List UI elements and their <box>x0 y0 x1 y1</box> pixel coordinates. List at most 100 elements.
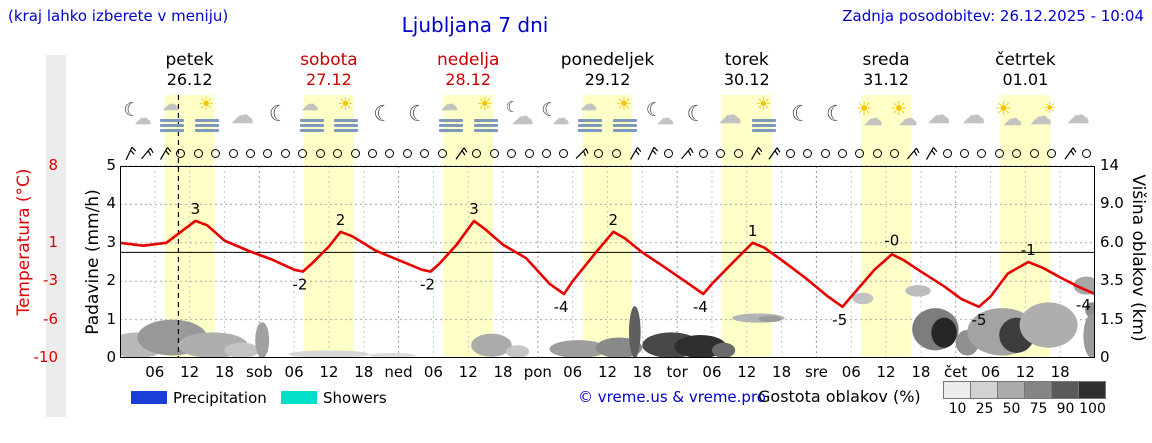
weather-icon-sun-cloud: ☀ ☁ <box>886 99 920 139</box>
wind-calm-icon <box>713 144 729 162</box>
cloud-icon: ☁ <box>580 95 598 115</box>
day-name: petek <box>165 50 214 70</box>
cloud-icon: ☁ <box>927 103 951 129</box>
time-tick-hour: 06 <box>423 363 443 381</box>
credit-link[interactable]: © vreme.us & vreme.pro <box>578 388 766 406</box>
density-swatch <box>997 381 1025 399</box>
time-tick-hour: 06 <box>980 363 1001 381</box>
day-name: sreda <box>862 50 910 70</box>
wind-calm-icon <box>364 144 380 162</box>
wind-calm-icon <box>817 144 833 162</box>
calm-circle <box>385 148 395 158</box>
wind-calm-icon <box>835 144 851 162</box>
density-swatch <box>1078 381 1106 399</box>
wind-calm-icon <box>382 144 398 162</box>
cloud-icon: ☁ <box>1002 108 1022 130</box>
day-date: 30.12 <box>723 70 770 89</box>
calm-circle <box>977 148 987 158</box>
wind-calm-icon <box>852 144 868 162</box>
cloud-icon: ☁ <box>863 108 883 130</box>
calm-circle <box>489 148 499 158</box>
wind-barb-icon <box>156 144 172 162</box>
density-swatch <box>1024 381 1052 399</box>
fog-icon <box>299 117 324 134</box>
precipitation-legend-label: Precipitation <box>173 389 267 407</box>
weather-icon-cloud: ☁ <box>1061 99 1095 139</box>
showers-legend-label: Showers <box>323 389 387 407</box>
precip-tick: 2 <box>106 271 116 290</box>
wind-calm-icon <box>347 144 363 162</box>
wind-barb-icon <box>573 144 589 162</box>
weather-icon-moon-cloud: ☾ ☁ <box>538 99 572 139</box>
calm-circle <box>367 148 377 158</box>
cloud-tick: 9.0 <box>1100 194 1124 213</box>
density-value: 90 <box>1056 401 1075 417</box>
wind-calm-icon <box>974 144 990 162</box>
density-step-100: 100 <box>1078 381 1106 417</box>
wind-calm-icon <box>295 144 311 162</box>
calm-circle <box>611 148 621 158</box>
time-tick-hour: 18 <box>772 363 792 381</box>
sun-icon: ☀ <box>994 98 1012 120</box>
time-tick-hour: 18 <box>354 363 374 381</box>
wind-barb-icon <box>452 144 468 162</box>
day-header-sobota: sobota 27.12 <box>259 50 398 90</box>
day-header-ponedeljek: ponedeljek 29.12 <box>538 50 677 90</box>
day-date: 28.12 <box>445 70 492 89</box>
sun-icon: ☀ <box>855 98 873 120</box>
wind-calm-icon <box>939 144 955 162</box>
wind-calm-icon <box>1009 144 1025 162</box>
fog-icon <box>438 117 463 134</box>
fog-icon <box>160 117 185 134</box>
wind-calm-icon <box>1026 144 1042 162</box>
weather-icon-cloud-sun: ☀ ☁ <box>1026 99 1060 139</box>
wind-barb-icon <box>643 144 659 162</box>
calm-circle <box>890 148 900 158</box>
calm-circle <box>193 148 203 158</box>
cloud-tick: 1.5 <box>1100 309 1124 328</box>
day-header-četrtek: četrtek 01.01 <box>956 50 1095 90</box>
precip-tick: 4 <box>106 194 116 213</box>
day-header-sreda: sreda 31.12 <box>816 50 955 90</box>
precip-tick: 0 <box>106 348 116 366</box>
precipitation-legend-swatch <box>131 391 167 404</box>
weather-icon-fog-sun: ☀ <box>747 96 781 139</box>
cloud-density-scale: 10 25 50 75 90 100 <box>943 381 1106 417</box>
calm-circle <box>437 148 447 158</box>
precip-tick: 1 <box>106 309 116 328</box>
calm-circle <box>1029 148 1039 158</box>
calm-circle <box>820 148 830 158</box>
moon-icon: ☾ <box>645 99 663 121</box>
time-tick-hour: 18 <box>493 363 513 381</box>
moon-icon: ☾ <box>407 102 428 127</box>
time-tick-hour: 18 <box>911 363 931 381</box>
wind-calm-icon <box>730 144 746 162</box>
weather-icon-fog-sun: ☀ <box>608 96 642 139</box>
sun-icon: ☀ <box>1042 99 1057 117</box>
calm-circle <box>280 148 290 158</box>
cloud-icon: ☁ <box>898 108 918 130</box>
wind-calm-icon <box>887 144 903 162</box>
weather-icon-cloud: ☁ <box>956 99 990 139</box>
time-tick-hour: 12 <box>597 363 618 381</box>
day-header-petek: petek 26.12 <box>120 50 259 90</box>
time-tick-day: čet <box>944 363 968 381</box>
calm-circle <box>594 148 604 158</box>
wind-calm-icon <box>208 144 224 162</box>
weather-icon-fog-sun: ☀ <box>190 96 224 139</box>
time-tick-hour: 18 <box>1050 363 1070 381</box>
calm-circle <box>559 148 569 158</box>
wind-calm-icon <box>399 144 415 162</box>
wind-calm-icon <box>608 144 624 162</box>
calm-circle <box>733 148 743 158</box>
density-step-10: 10 <box>943 381 971 417</box>
time-tick-hour: 06 <box>702 363 722 381</box>
weather-icon-moon: ☾ <box>782 99 816 139</box>
wind-calm-icon <box>521 144 537 162</box>
calm-circle <box>716 148 726 158</box>
time-tick-hour: 18 <box>214 363 234 381</box>
wind-calm-icon <box>869 144 885 162</box>
calm-circle <box>315 148 325 158</box>
calm-circle <box>420 148 430 158</box>
precip-tick: 5 <box>106 156 116 174</box>
